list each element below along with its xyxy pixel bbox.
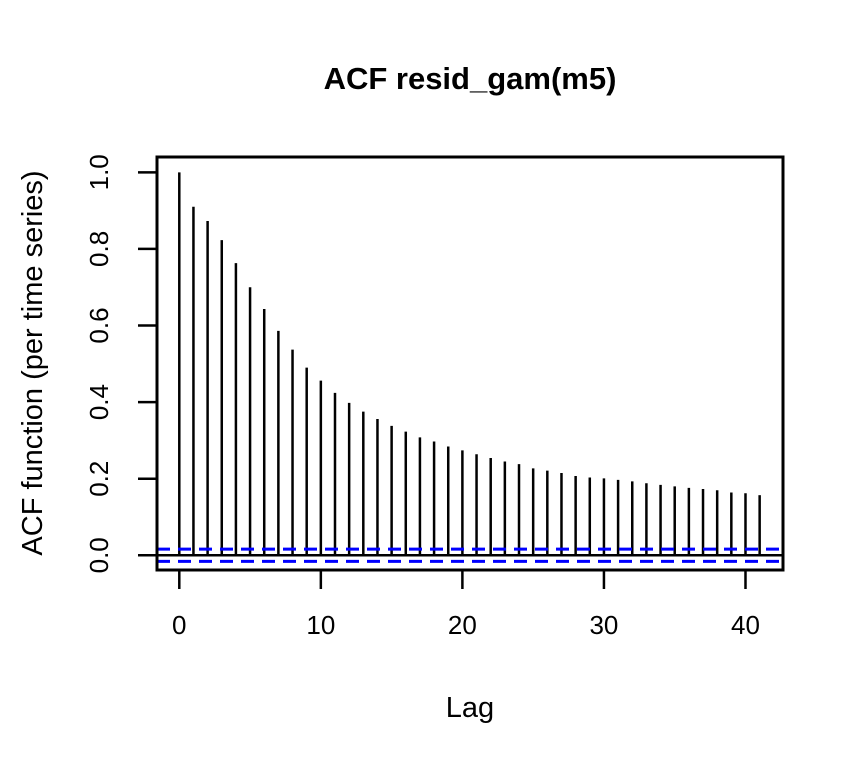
- x-tick-label: 40: [731, 610, 760, 640]
- y-tick-label: 0.8: [84, 231, 114, 267]
- y-axis-label: ACF function (per time series): [17, 170, 49, 555]
- x-tick-label: 30: [589, 610, 618, 640]
- plot-box: [155, 155, 785, 572]
- x-tick-label: 10: [306, 610, 335, 640]
- y-tick-label: 0.4: [84, 384, 114, 420]
- y-tick-label: 0.0: [84, 537, 114, 573]
- acf-bars-group: [178, 172, 761, 556]
- tick-labels-group: 0 10 20 30 40 0.0 0.2 0.4 0.6 0.8 1.0: [84, 154, 760, 640]
- chart-title: ACF resid_gam(m5): [324, 61, 617, 96]
- reference-lines-group: [157, 547, 783, 563]
- x-tick-label: 20: [448, 610, 477, 640]
- y-tick-label: 1.0: [84, 154, 114, 190]
- y-tick-label: 0.6: [84, 307, 114, 343]
- x-tick-label: 0: [172, 610, 186, 640]
- axes-group: [138, 155, 785, 589]
- x-axis-label: Lag: [446, 692, 494, 724]
- y-tick-label: 0.2: [84, 461, 114, 497]
